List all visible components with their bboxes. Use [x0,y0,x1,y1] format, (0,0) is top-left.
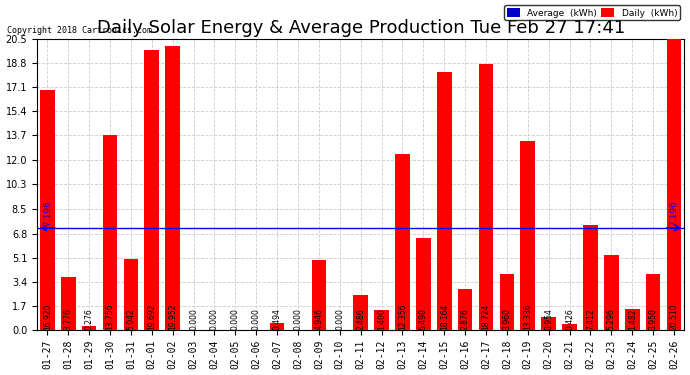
Text: 0.000: 0.000 [231,308,240,330]
Bar [61,277,75,330]
Text: 1.482: 1.482 [628,308,637,330]
Bar [604,255,619,330]
Text: 12.356: 12.356 [398,303,407,330]
Text: 3.960: 3.960 [502,308,511,330]
Text: 0.000: 0.000 [189,308,198,330]
Text: 16.920: 16.920 [43,303,52,330]
Bar [144,50,159,330]
Text: 1.400: 1.400 [377,308,386,330]
Text: 0.426: 0.426 [565,308,574,330]
Text: 13.336: 13.336 [523,303,532,330]
Text: 18.164: 18.164 [440,303,449,330]
Bar [270,323,284,330]
Title: Daily Solar Energy & Average Production Tue Feb 27 17:41: Daily Solar Energy & Average Production … [97,19,625,37]
Bar [395,154,410,330]
Bar [667,38,681,330]
Text: 13.756: 13.756 [106,303,115,330]
Text: 0.000: 0.000 [252,308,261,330]
Bar [374,310,389,330]
Bar [479,64,493,330]
Bar [646,274,660,330]
Bar [166,46,180,330]
Bar [312,260,326,330]
Text: 20.510: 20.510 [669,303,678,330]
Text: 19.692: 19.692 [147,303,157,330]
Text: 5.296: 5.296 [607,308,616,330]
Text: 0.276: 0.276 [85,308,94,330]
Bar [124,259,138,330]
Text: 7.196: 7.196 [669,200,678,226]
Text: 3.950: 3.950 [649,308,658,330]
Text: Copyright 2018 Cartronics.com: Copyright 2018 Cartronics.com [7,26,152,35]
Bar [416,238,431,330]
Text: 0.000: 0.000 [293,308,302,330]
Text: 4.946: 4.946 [315,308,324,330]
Text: 0.000: 0.000 [210,308,219,330]
Bar [583,225,598,330]
Text: 18.724: 18.724 [482,303,491,330]
Text: 0.000: 0.000 [335,308,344,330]
Text: 2.486: 2.486 [356,308,365,330]
Bar [520,141,535,330]
Bar [542,317,556,330]
Text: 5.042: 5.042 [126,308,135,330]
Text: 7.412: 7.412 [586,308,595,330]
Bar [353,295,368,330]
Bar [40,90,55,330]
Text: 2.876: 2.876 [461,308,470,330]
Text: 0.494: 0.494 [273,308,282,330]
Text: 19.952: 19.952 [168,303,177,330]
Text: 3.776: 3.776 [63,308,72,330]
Bar [500,274,514,330]
Bar [457,290,473,330]
Legend: Average  (kWh), Daily  (kWh): Average (kWh), Daily (kWh) [504,5,680,20]
Text: 7.196: 7.196 [43,200,52,226]
Bar [437,72,451,330]
Bar [103,135,117,330]
Bar [562,324,577,330]
Text: 6.490: 6.490 [419,308,428,330]
Text: 0.954: 0.954 [544,308,553,330]
Bar [625,309,640,330]
Bar [82,326,97,330]
